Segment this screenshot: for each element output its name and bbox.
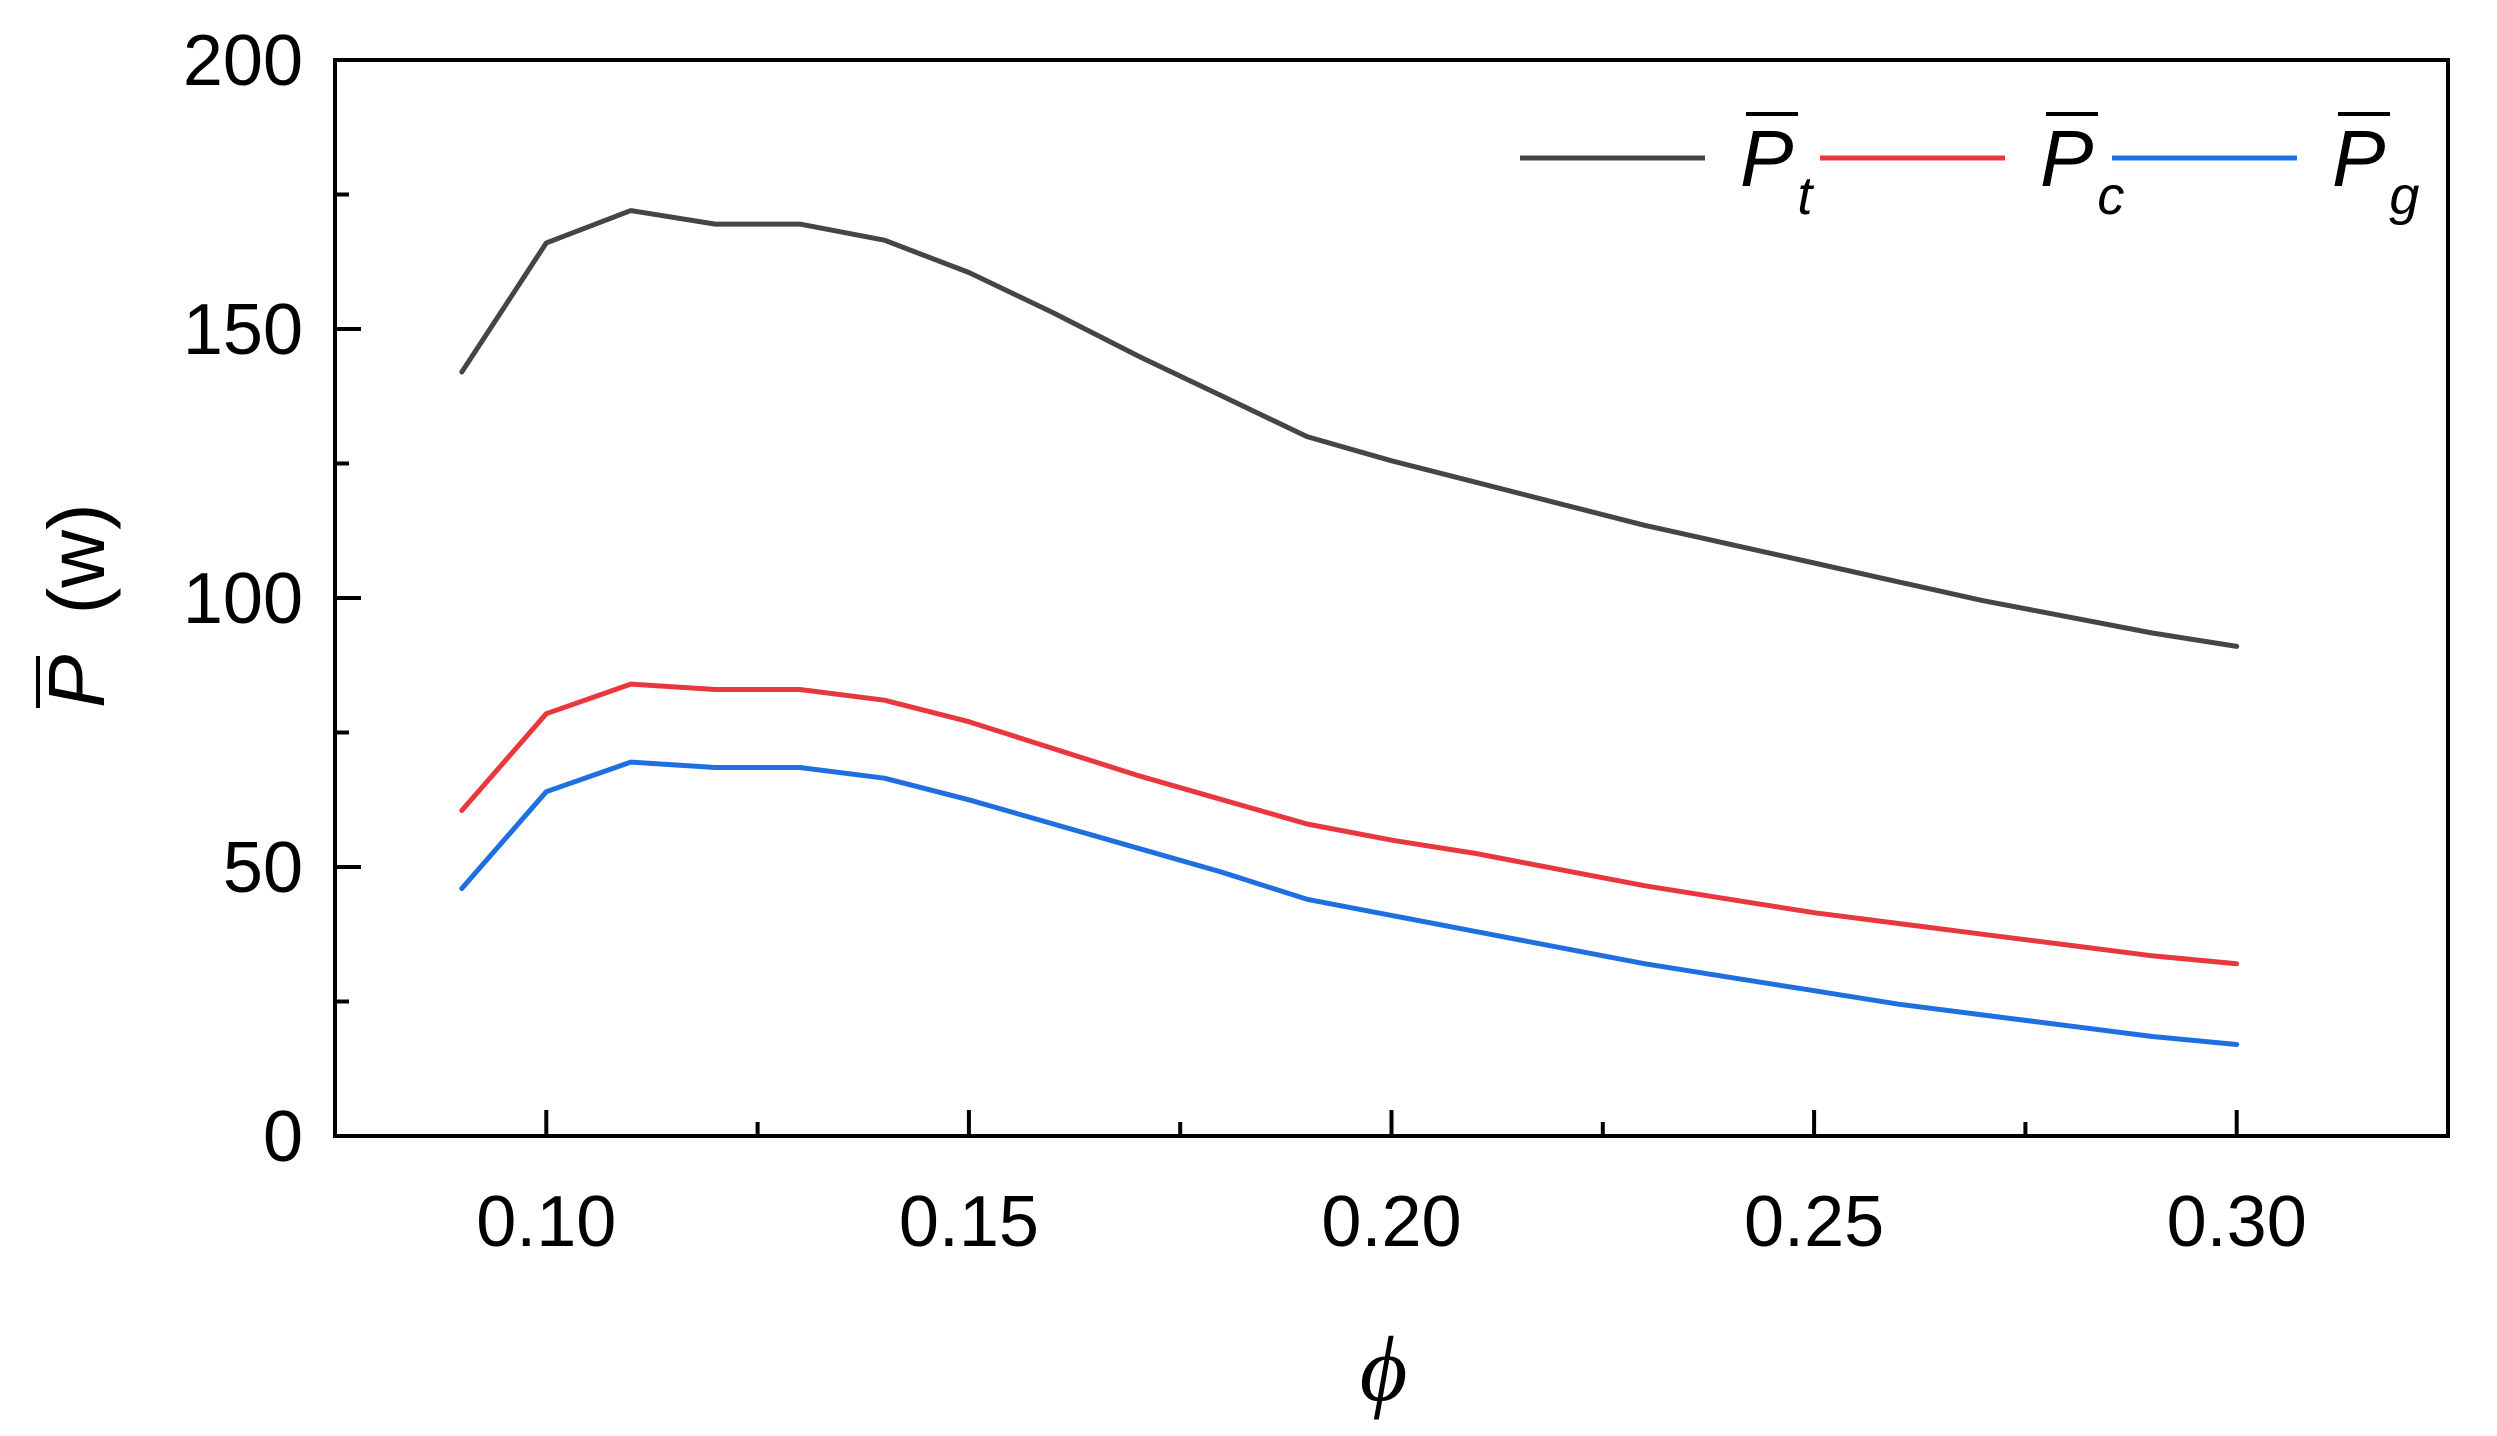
y-axis-title-unit: (w) bbox=[32, 503, 121, 614]
legend: Pt Pc Pg bbox=[1520, 112, 2419, 226]
x-axis-title: ϕ bbox=[1360, 1318, 1408, 1420]
x-tick-label: 0.25 bbox=[1744, 1182, 1884, 1262]
y-tick-label: 100 bbox=[183, 559, 303, 639]
legend-label: Pc bbox=[2040, 114, 2124, 226]
y-tick-label: 200 bbox=[183, 21, 303, 101]
plot-frame bbox=[333, 58, 2450, 1138]
svg-text:P (w): P (w) bbox=[32, 503, 121, 708]
y-axis-title-symbol: P bbox=[32, 655, 121, 708]
legend-item-g: Pg bbox=[2112, 112, 2419, 226]
x-tick-label: 0.15 bbox=[899, 1182, 1039, 1262]
axis-ticks bbox=[335, 58, 2239, 1138]
series-line-g bbox=[459, 759, 2240, 1047]
y-tick-label: 50 bbox=[223, 828, 303, 908]
series-line-t bbox=[459, 208, 2240, 649]
x-tick-label: 0.10 bbox=[476, 1182, 616, 1262]
y-tick-label: 150 bbox=[183, 290, 303, 370]
x-tick-label: 0.30 bbox=[2167, 1182, 2307, 1262]
legend-item-c: Pc bbox=[1820, 112, 2124, 226]
y-tick-label: 0 bbox=[263, 1097, 303, 1177]
legend-label: Pt bbox=[1740, 114, 1814, 226]
legend-item-t: Pt bbox=[1520, 112, 1814, 226]
axis-tick-labels: 0.10 0.15 0.20 0.25 0.30 0 50 100 150 200 bbox=[183, 21, 2307, 1262]
x-tick-label: 0.20 bbox=[1321, 1182, 1461, 1262]
series-lines bbox=[459, 208, 2240, 1047]
y-axis-title: P (w) bbox=[32, 503, 121, 708]
legend-label: Pg bbox=[2332, 114, 2419, 226]
series-line-c bbox=[459, 681, 2240, 967]
